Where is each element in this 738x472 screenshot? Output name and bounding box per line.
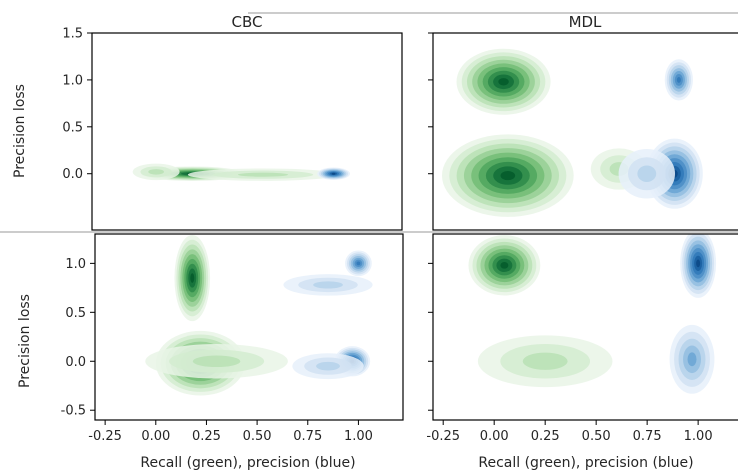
y-tick-label: -0.5 [61, 404, 86, 419]
density-contours [441, 48, 703, 217]
panel-title: MDL [569, 13, 602, 31]
y-tick-label: 0.5 [65, 306, 86, 321]
green-density-contour [498, 78, 509, 86]
x-tick-label: 1.00 [684, 429, 713, 444]
panel-cbc-top: CBC Precision loss 1.5 1.0 0.5 0.0 [12, 13, 403, 231]
plot-frame [432, 32, 738, 231]
y-axis-label: Precision loss [17, 294, 33, 388]
x-tick-label: 1.00 [344, 429, 373, 444]
x-tick-label: 0.25 [192, 429, 221, 444]
plot-frame [94, 233, 404, 421]
y-tick-label: 0.0 [62, 167, 83, 182]
blue-density-contour [676, 76, 681, 83]
green-density-contour [148, 169, 164, 175]
density-contours [145, 234, 373, 396]
density-contours [132, 163, 351, 181]
y-tick-label: 0.0 [65, 355, 86, 370]
y-ticks [428, 32, 433, 175]
y-tick-labels: 1.5 1.0 0.5 0.0 [62, 27, 92, 182]
green-density-contour [192, 355, 241, 368]
panel-mdl-bottom: Recall (green), precision (blue) -0.25 0.… [426, 233, 738, 471]
green-density-contour [522, 352, 568, 370]
blue-density-contour [313, 281, 343, 289]
x-tick-labels: -0.25 0.00 0.25 0.50 0.75 1.00 [88, 420, 373, 444]
green-density-contour [237, 172, 289, 177]
x-tick-label: -0.25 [426, 429, 460, 444]
y-tick-labels: 1.0 0.5 0.0 -0.5 [61, 257, 95, 419]
x-tick-labels: -0.25 0.00 0.25 0.50 0.75 1.00 [426, 420, 713, 444]
plot-frame [432, 233, 738, 421]
plot-frame [91, 32, 403, 231]
y-ticks [428, 262, 433, 411]
x-tick-label: 0.25 [531, 429, 560, 444]
blue-density-contour [637, 165, 657, 182]
y-tick-label: 1.0 [65, 257, 86, 272]
panel-title: CBC [232, 13, 263, 31]
x-tick-label: 0.75 [633, 429, 662, 444]
blue-density-contour [696, 259, 701, 268]
x-axis-label: Recall (green), precision (blue) [478, 455, 693, 471]
panel-mdl-top: MDL [428, 13, 738, 231]
density-contours [468, 234, 717, 394]
blue-density-contour [687, 352, 697, 367]
x-tick-label: 0.00 [480, 429, 509, 444]
x-axis-label: Recall (green), precision (blue) [140, 455, 355, 471]
y-tick-label: 1.0 [62, 73, 83, 88]
y-tick-label: 1.5 [62, 27, 83, 42]
y-tick-label: 0.5 [62, 120, 83, 135]
blue-density-contour [316, 361, 340, 371]
panel-cbc-bottom: Precision loss Recall (green), precision… [17, 233, 404, 471]
y-axis-label: Precision loss [12, 84, 28, 178]
x-tick-label: 0.75 [293, 429, 322, 444]
x-tick-label: 0.50 [582, 429, 611, 444]
x-tick-label: -0.25 [88, 429, 122, 444]
green-density-contour [500, 261, 509, 269]
green-density-contour [500, 171, 516, 181]
x-tick-label: 0.50 [243, 429, 272, 444]
blue-density-contour [356, 261, 361, 266]
green-density-contour [190, 273, 195, 283]
x-tick-label: 0.00 [141, 429, 170, 444]
blue-density-contour [331, 172, 336, 175]
